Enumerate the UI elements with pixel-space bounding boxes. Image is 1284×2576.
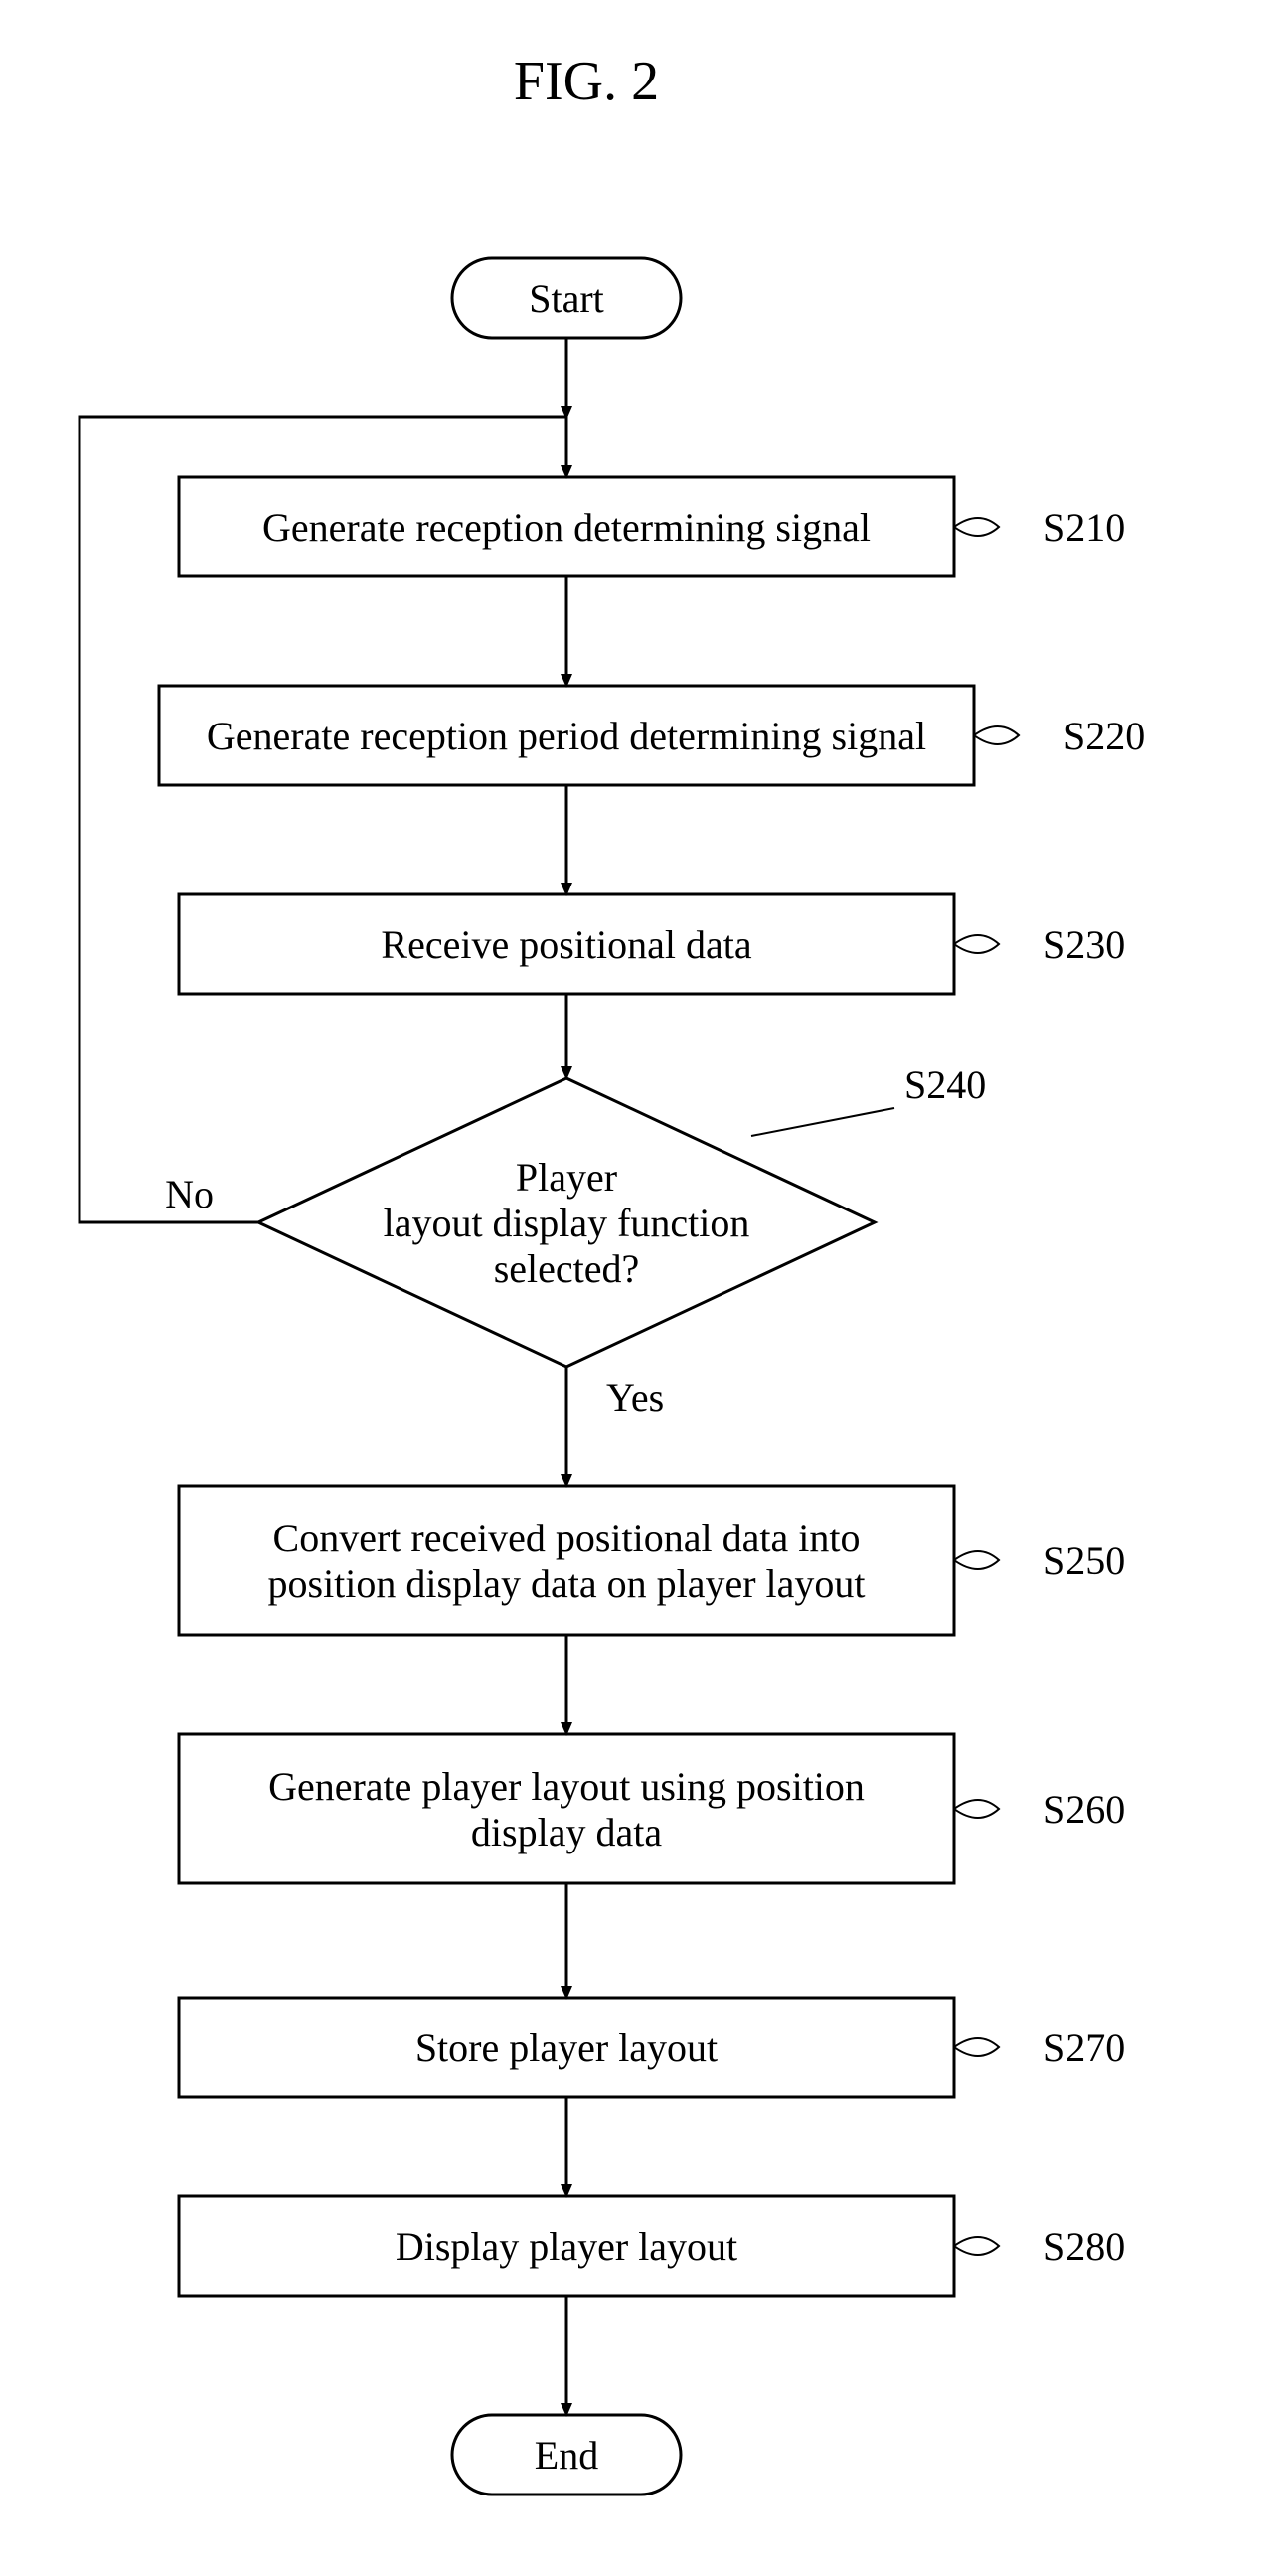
s260-tag: S260 [1043,1787,1125,1832]
s280-tag: S280 [1043,2224,1125,2269]
s260-tag-connector [954,1800,999,1818]
s270-tag: S270 [1043,2025,1125,2070]
s270-label: Store player layout [415,2025,718,2070]
s250-tag: S250 [1043,1538,1125,1583]
s240-tag: S240 [904,1062,986,1107]
edge-s240-s250-label: Yes [606,1375,664,1420]
s220-tag: S220 [1063,714,1145,758]
s250-tag-connector [954,1551,999,1569]
end-label: End [535,2433,598,2478]
s240-tag-connector [751,1108,894,1136]
s230-tag-connector [954,935,999,953]
start-label: Start [529,276,604,321]
s260-node [179,1734,954,1883]
s210-tag: S210 [1043,505,1125,550]
s210-label: Generate reception determining signal [262,505,871,550]
s260-label: Generate player layout using positiondis… [268,1764,865,1854]
s230-tag: S230 [1043,922,1125,967]
s270-tag-connector [954,2038,999,2056]
flowchart-diagram: FIG. 2 Start Generate reception determinin… [0,0,1284,2576]
s250-node [179,1486,954,1635]
s250-label: Convert received positional data intopos… [268,1516,866,1606]
s210-tag-connector [954,518,999,536]
s280-label: Display player layout [396,2224,737,2269]
edge-s240-s210-label: No [165,1172,214,1216]
s230-label: Receive positional data [381,922,751,967]
figure-title: FIG. 2 [514,51,659,112]
s240-label: Playerlayout display functionselected? [384,1155,750,1291]
s220-tag-connector [974,726,1019,744]
s280-tag-connector [954,2237,999,2255]
s220-label: Generate reception period determining si… [207,714,926,758]
